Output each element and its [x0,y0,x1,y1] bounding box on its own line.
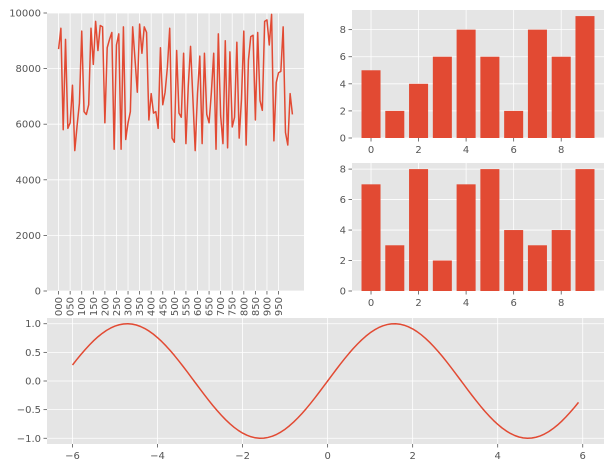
bar-7 [527,29,547,138]
x-tick-label: 300 [124,297,135,316]
x-tick-label: 6 [510,298,516,309]
x-tick-label: −6 [65,451,80,462]
line-chart-top-left: 0 2000 4000 6000 8000 10000 000 050 100 150 200 250… [9,9,304,316]
y-tick-label: 6 [340,195,346,206]
y-tick-label: 0 [35,287,41,298]
y-tick-label: 4 [340,226,346,237]
x-tick-label: 100 [77,297,88,316]
y-tick-label: 0 [340,134,346,145]
bar-7 [527,245,547,291]
x-tick-label: 050 [66,297,77,316]
x-tick-label: 000 [54,297,65,316]
bar-6 [504,230,524,291]
y-tick-label: 8 [340,25,346,36]
bar-8 [551,230,571,291]
y-tick-label: 6000 [16,120,41,131]
bar-0 [361,70,381,138]
x-tick-label: 500 [170,297,181,316]
bar-chart-top-right: 0 2 4 6 8 0 2 4 6 8 [340,10,604,156]
y-tick-label: 2000 [16,231,41,242]
x-tick-label: 950 [274,297,285,316]
x-tick-label: −4 [150,451,165,462]
x-tick-label: 550 [181,297,192,316]
y-tick-label: 10000 [9,9,41,20]
bar-5 [480,56,500,138]
x-tick-label: 2 [415,298,421,309]
x-tick-label: 4 [463,145,469,156]
x-tick-label: 0 [368,145,374,156]
y-tick-label: 4 [340,79,346,90]
bar-6 [504,110,524,138]
x-tick-label: 8 [558,298,564,309]
x-tick-label: 350 [135,297,146,316]
x-tick-label: 900 [262,297,273,316]
bar-1 [385,110,405,138]
y-tick-label: −0.5 [17,405,41,416]
x-tick-label: −2 [235,451,250,462]
x-tick-label: 2 [409,451,415,462]
y-tick-label: 0.5 [25,348,41,359]
x-tick-label: 200 [100,297,111,316]
x-tick-label: 6 [580,451,586,462]
bar-4 [456,29,476,138]
x-tick-label: 8 [558,145,564,156]
bar-4 [456,184,476,291]
bar-2 [409,83,429,138]
x-tick-label: 0 [368,298,374,309]
x-tick-label: 250 [112,297,123,316]
x-tick-label: 600 [193,297,204,316]
bar-2 [409,169,429,291]
sine-chart-bottom: −1.0 −0.5 0.0 0.5 1.0 −6 −4 −2 0 2 4 6 [17,318,604,462]
x-tick-label: 650 [205,297,216,316]
x-tick-label: 150 [89,297,100,316]
y-tick-label: 2 [340,256,346,267]
y-tick-label: 8 [340,165,346,176]
bar-8 [551,56,571,138]
y-tick-label: 4000 [16,175,41,186]
x-tick-label: 2 [415,145,421,156]
sine-line [71,322,580,440]
y-tick-label: 0 [340,287,346,298]
y-tick-label: 0.0 [25,377,41,388]
x-tick-label: 850 [251,297,262,316]
bar-3 [432,56,452,138]
bar-0 [361,184,381,291]
series-line [57,13,294,152]
x-tick-label: 800 [239,297,250,316]
x-tick-label: 750 [228,297,239,316]
x-tick-label: 450 [158,297,169,316]
bar-3 [432,260,452,291]
y-tick-label: 2 [340,106,346,117]
x-tick-label: 700 [216,297,227,316]
bar-chart-middle-right: 0 2 4 6 8 0 2 4 6 8 [340,163,604,309]
x-tick-label: 0 [324,451,330,462]
y-tick-label: −1.0 [17,434,41,445]
bar-1 [385,245,405,291]
y-tick-label: 6 [340,52,346,63]
x-tick-label: 6 [510,145,516,156]
x-tick-label: 4 [495,451,501,462]
bar-5 [480,169,500,291]
y-tick-label: 8000 [16,64,41,75]
x-tick-label: 400 [147,297,158,316]
plot-background [47,13,304,291]
bar-9 [575,16,595,138]
bar-9 [575,169,595,291]
x-tick-label: 4 [463,298,469,309]
y-tick-label: 1.0 [25,319,41,330]
